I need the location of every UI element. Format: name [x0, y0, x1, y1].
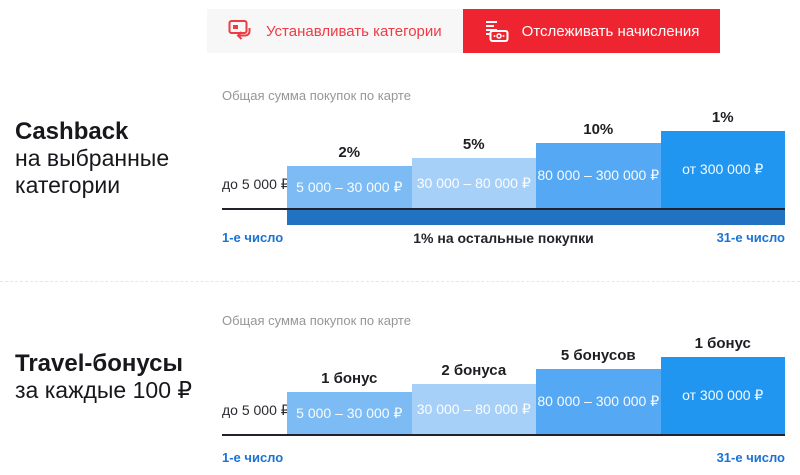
travel-axis-line — [222, 434, 785, 436]
meter-list-icon — [484, 19, 510, 43]
travel-rate-tier4: 1 бонус — [694, 335, 751, 352]
cashback-rate-tier4: 1% — [711, 109, 734, 126]
cashback-axis-start: 1-е число — [222, 230, 284, 245]
track-accruals-label: Отслеживать начисления — [521, 22, 700, 40]
cashback-range-tier1: 5 000 – 30 000 ₽ — [296, 178, 403, 195]
cashback-title-line3: категории — [15, 172, 121, 198]
cashback-rate-tier2: 5% — [462, 136, 485, 153]
cashback-range-tier2: 30 000 – 80 000 ₽ — [416, 174, 531, 191]
cashback-range-tier4: от 300 000 ₽ — [682, 161, 764, 177]
travel-range-tier3: 80 000 – 300 000 ₽ — [537, 393, 660, 409]
cashback-title-bold: Cashback — [15, 118, 129, 145]
travel-bar-tier1: 1 бонус 5 000 – 30 000 ₽ — [287, 370, 412, 434]
cashback-title-line2: на выбранные — [15, 145, 170, 171]
cashback-base-note: 1% на остальные покупки — [413, 230, 594, 246]
travel-section-title: Travel-бонусы за каждые 100 ₽ — [15, 350, 192, 404]
cashback-below-threshold-label: до 5 000 ₽ — [222, 176, 290, 192]
cashback-bar-tier1: 2% 5 000 – 30 000 ₽ — [287, 144, 412, 208]
set-categories-label: Устанавливать категории — [266, 22, 442, 40]
travel-title-line2: за каждые 100 ₽ — [15, 377, 193, 403]
cashback-bar-tier2: 5% 30 000 – 80 000 ₽ — [411, 136, 536, 208]
travel-axis-labels: 1-е число 31-е число — [222, 450, 785, 466]
travel-rate-tier2: 2 бонуса — [441, 362, 507, 379]
travel-below-threshold-label: до 5 000 ₽ — [222, 402, 290, 418]
cashback-range-tier3: 80 000 – 300 000 ₽ — [537, 167, 660, 183]
cashback-axis-line — [222, 208, 785, 210]
section-divider — [0, 281, 800, 282]
travel-range-tier4: от 300 000 ₽ — [682, 387, 764, 403]
cashback-rate-tier3: 10% — [583, 121, 614, 138]
travel-bar-tier2: 2 бонуса 30 000 – 80 000 ₽ — [411, 362, 536, 434]
cashback-bar-tier3: 10% 80 000 – 300 000 ₽ — [536, 121, 661, 208]
travel-bar-tier3: 5 бонусов 80 000 – 300 000 ₽ — [536, 347, 661, 434]
travel-rate-tier1: 1 бонус — [321, 370, 378, 387]
cashback-section-title: Cashback на выбранные категории — [15, 118, 169, 199]
cashback-bar-tier4: 1% от 300 000 ₽ — [660, 109, 785, 208]
travel-axis-end: 31-е число — [716, 450, 785, 465]
cashback-bar-chart: 2% 5 000 – 30 000 ₽ 5% 30 000 – 80 000 ₽… — [287, 109, 785, 208]
travel-range-tier1: 5 000 – 30 000 ₽ — [296, 404, 403, 421]
cashback-chart-title: Общая сумма покупок по карте — [222, 88, 411, 103]
travel-rate-tier3: 5 бонусов — [560, 347, 636, 364]
travel-range-tier2: 30 000 – 80 000 ₽ — [416, 400, 531, 417]
card-return-icon — [228, 19, 254, 43]
cashback-axis-labels: 1-е число 1% на остальные покупки 31-е ч… — [222, 230, 785, 246]
travel-bar-chart: 1 бонус 5 000 – 30 000 ₽ 2 бонуса 30 000… — [287, 335, 785, 434]
cashback-base-strip — [287, 210, 785, 225]
travel-bar-tier4: 1 бонус от 300 000 ₽ — [660, 335, 785, 434]
track-accruals-button[interactable]: Отслеживать начисления — [462, 9, 721, 53]
travel-chart-title: Общая сумма покупок по карте — [222, 313, 411, 328]
set-categories-button[interactable]: Устанавливать категории — [207, 9, 463, 53]
travel-title-bold: Travel-бонусы — [15, 350, 183, 377]
cashback-rate-tier1: 2% — [338, 144, 361, 161]
toolbar: Устанавливать категории Отслеживат — [207, 9, 721, 53]
cashback-axis-end: 31-е число — [716, 230, 785, 245]
travel-axis-start: 1-е число — [222, 450, 284, 465]
